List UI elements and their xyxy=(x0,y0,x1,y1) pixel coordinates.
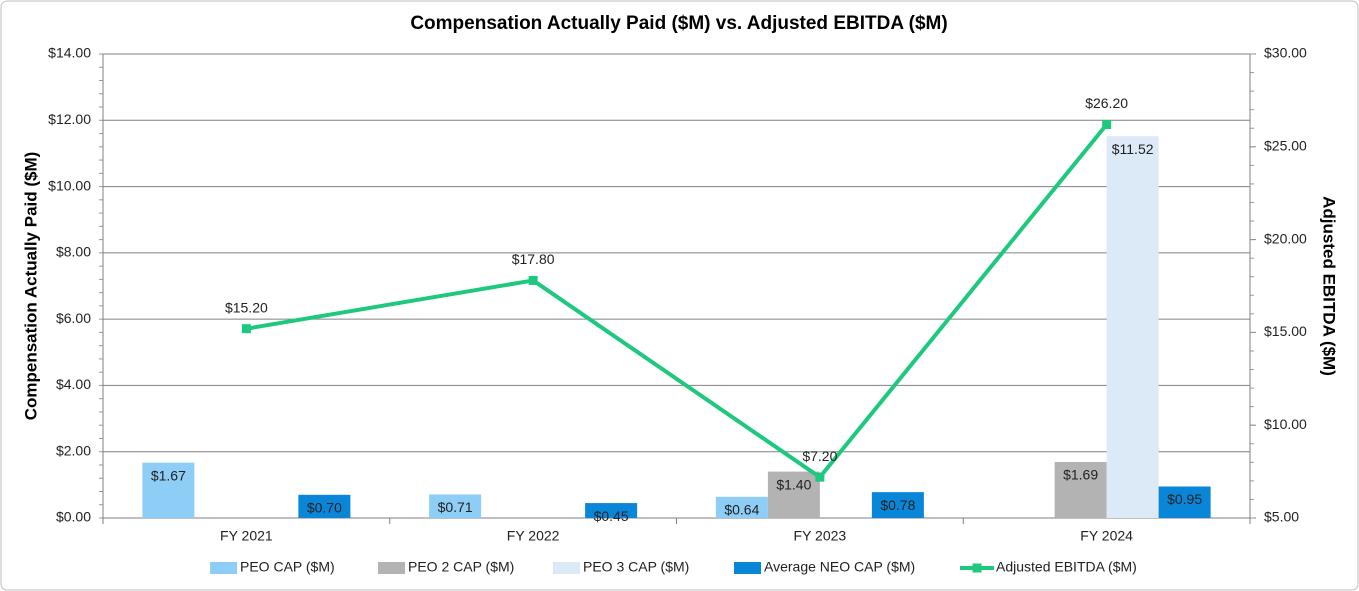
y2-tick-label: $30.00 xyxy=(1264,45,1307,61)
bar xyxy=(429,494,482,518)
legend-label: PEO CAP ($M) xyxy=(240,559,335,575)
x-tick-label: FY 2023 xyxy=(794,528,847,544)
data-label: $0.78 xyxy=(880,497,915,513)
data-label: $15.20 xyxy=(225,299,268,315)
line xyxy=(246,123,1109,480)
data-label: $0.70 xyxy=(307,500,342,516)
bar xyxy=(1106,136,1159,519)
y-tick-label: $2.00 xyxy=(56,442,91,458)
x-tick-label: FY 2024 xyxy=(1080,528,1133,544)
bar xyxy=(767,471,820,518)
legend-swatch xyxy=(378,562,405,574)
bar xyxy=(871,492,924,518)
y-tick-label: $10.00 xyxy=(48,177,91,193)
bar xyxy=(1054,461,1107,518)
data-label: $17.80 xyxy=(512,251,555,267)
y2-tick-label: $10.00 xyxy=(1264,416,1307,432)
y-tick-label: $14.00 xyxy=(48,45,91,61)
y-tick-label: $0.00 xyxy=(56,509,91,525)
y-tick-label: $6.00 xyxy=(56,310,91,326)
y2-axis-title: Adjusted EBITDA ($M) xyxy=(1320,196,1339,376)
line-marker xyxy=(528,275,538,285)
y2-tick-label: $15.00 xyxy=(1264,323,1307,339)
chart-title: Compensation Actually Paid ($M) vs. Adju… xyxy=(410,13,947,34)
bar xyxy=(298,494,351,518)
bar xyxy=(142,462,195,518)
y2-tick-label: $5.00 xyxy=(1264,509,1299,525)
data-label: $0.95 xyxy=(1167,491,1202,507)
y-tick-label: $8.00 xyxy=(56,244,91,260)
line-marker xyxy=(1102,120,1112,130)
legend-label: Average NEO CAP ($M) xyxy=(764,559,915,575)
data-label: $26.20 xyxy=(1085,95,1128,111)
data-label: $0.45 xyxy=(594,508,629,524)
bar xyxy=(585,503,638,518)
x-tick-label: FY 2021 xyxy=(220,528,273,544)
x-tick-label: FY 2022 xyxy=(507,528,560,544)
data-label: $1.67 xyxy=(151,467,186,483)
data-label: $7.20 xyxy=(802,448,837,464)
legend-label: Adjusted EBITDA ($M) xyxy=(996,559,1137,575)
data-label: $0.64 xyxy=(724,501,759,517)
legend-label: PEO 3 CAP ($M) xyxy=(583,559,689,575)
line-marker xyxy=(241,324,251,334)
legend-swatch xyxy=(210,562,237,574)
data-label: $1.69 xyxy=(1063,467,1098,483)
legend-label: PEO 2 CAP ($M) xyxy=(408,559,514,575)
y-axis-title: Compensation Actually Paid ($M) xyxy=(21,152,40,421)
data-label: $1.40 xyxy=(776,476,811,492)
data-label: $11.52 xyxy=(1112,141,1154,157)
legend-swatch xyxy=(734,562,761,574)
y2-tick-label: $25.00 xyxy=(1264,138,1307,154)
line-marker xyxy=(815,472,825,482)
y2-tick-label: $20.00 xyxy=(1264,230,1307,246)
data-label: $0.71 xyxy=(438,499,473,515)
y-tick-label: $12.00 xyxy=(48,111,91,127)
legend-swatch xyxy=(553,562,580,574)
legend-swatch-marker xyxy=(972,563,982,573)
bar xyxy=(1158,486,1211,518)
bar xyxy=(715,496,768,518)
y-tick-label: $4.00 xyxy=(56,376,91,392)
